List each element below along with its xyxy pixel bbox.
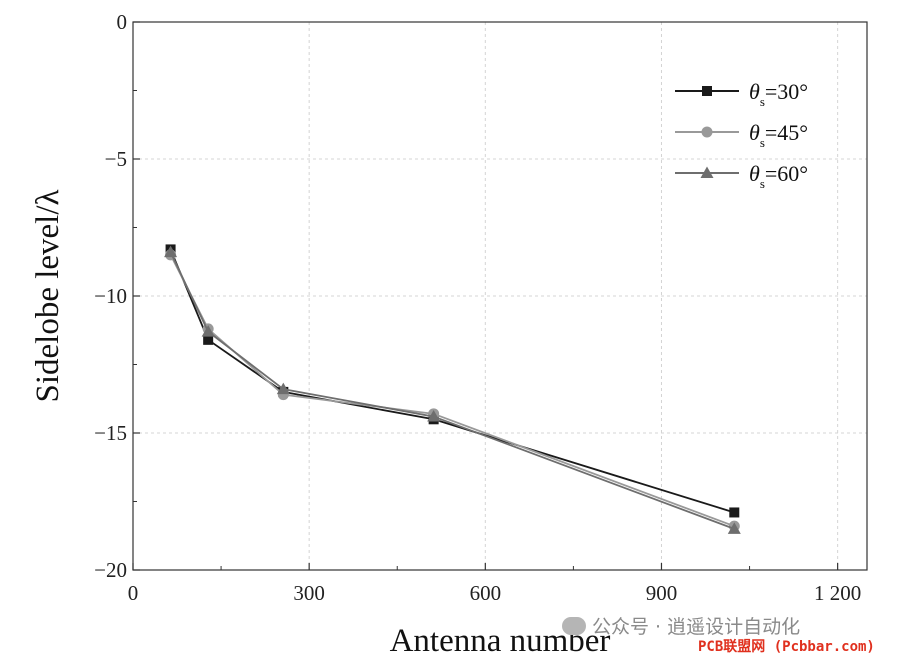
x-tick-label: 600 — [470, 581, 502, 605]
legend-label: θs=45° — [749, 120, 808, 150]
data-point — [727, 522, 741, 534]
series-line — [169, 251, 735, 530]
y-tick-label: 0 — [117, 10, 128, 34]
legend-marker — [702, 86, 712, 96]
site-badge: PCB联盟网 (Pcbbar.com) — [698, 639, 875, 655]
y-tick-label: −20 — [94, 558, 127, 582]
series-square — [165, 244, 740, 518]
y-axis-title: Sidelobe level/λ — [30, 189, 66, 402]
legend-item: θs=60° — [675, 161, 808, 191]
y-tick-label: −5 — [105, 147, 127, 171]
legend-item: θs=30° — [675, 79, 808, 109]
data-point — [729, 507, 740, 518]
x-tick-label: 300 — [293, 581, 325, 605]
data-point — [201, 325, 215, 337]
x-tick-label: 900 — [646, 581, 678, 605]
watermark: 公众号 · 逍遥设计自动化 — [562, 612, 800, 639]
data-point — [427, 410, 441, 422]
grid-lines — [133, 22, 867, 570]
series-circle — [165, 249, 740, 532]
legend-item: θs=45° — [675, 120, 808, 150]
y-tick-label: −10 — [94, 284, 127, 308]
legend-label: θs=30° — [749, 79, 808, 109]
series-group — [164, 244, 741, 534]
data-point — [203, 334, 214, 345]
series-line — [169, 249, 735, 514]
wechat-icon — [562, 617, 586, 635]
y-tick-label: −15 — [94, 421, 127, 445]
series-triangle — [164, 245, 741, 534]
watermark-text: 公众号 · 逍遥设计自动化 — [592, 616, 801, 638]
legend-marker — [701, 126, 713, 138]
axis-ticks: 0 300 600 900 1 200 0 −5 −10 −15 −20 — [94, 10, 861, 605]
legend-label: θs=60° — [749, 161, 808, 191]
x-tick-label: 0 — [128, 581, 139, 605]
legend: θs=30° θs=45° θs=60° — [675, 79, 808, 191]
legend-marker — [700, 166, 714, 178]
data-point — [276, 382, 290, 395]
data-point — [164, 245, 178, 258]
x-tick-label: 1 200 — [814, 581, 861, 605]
